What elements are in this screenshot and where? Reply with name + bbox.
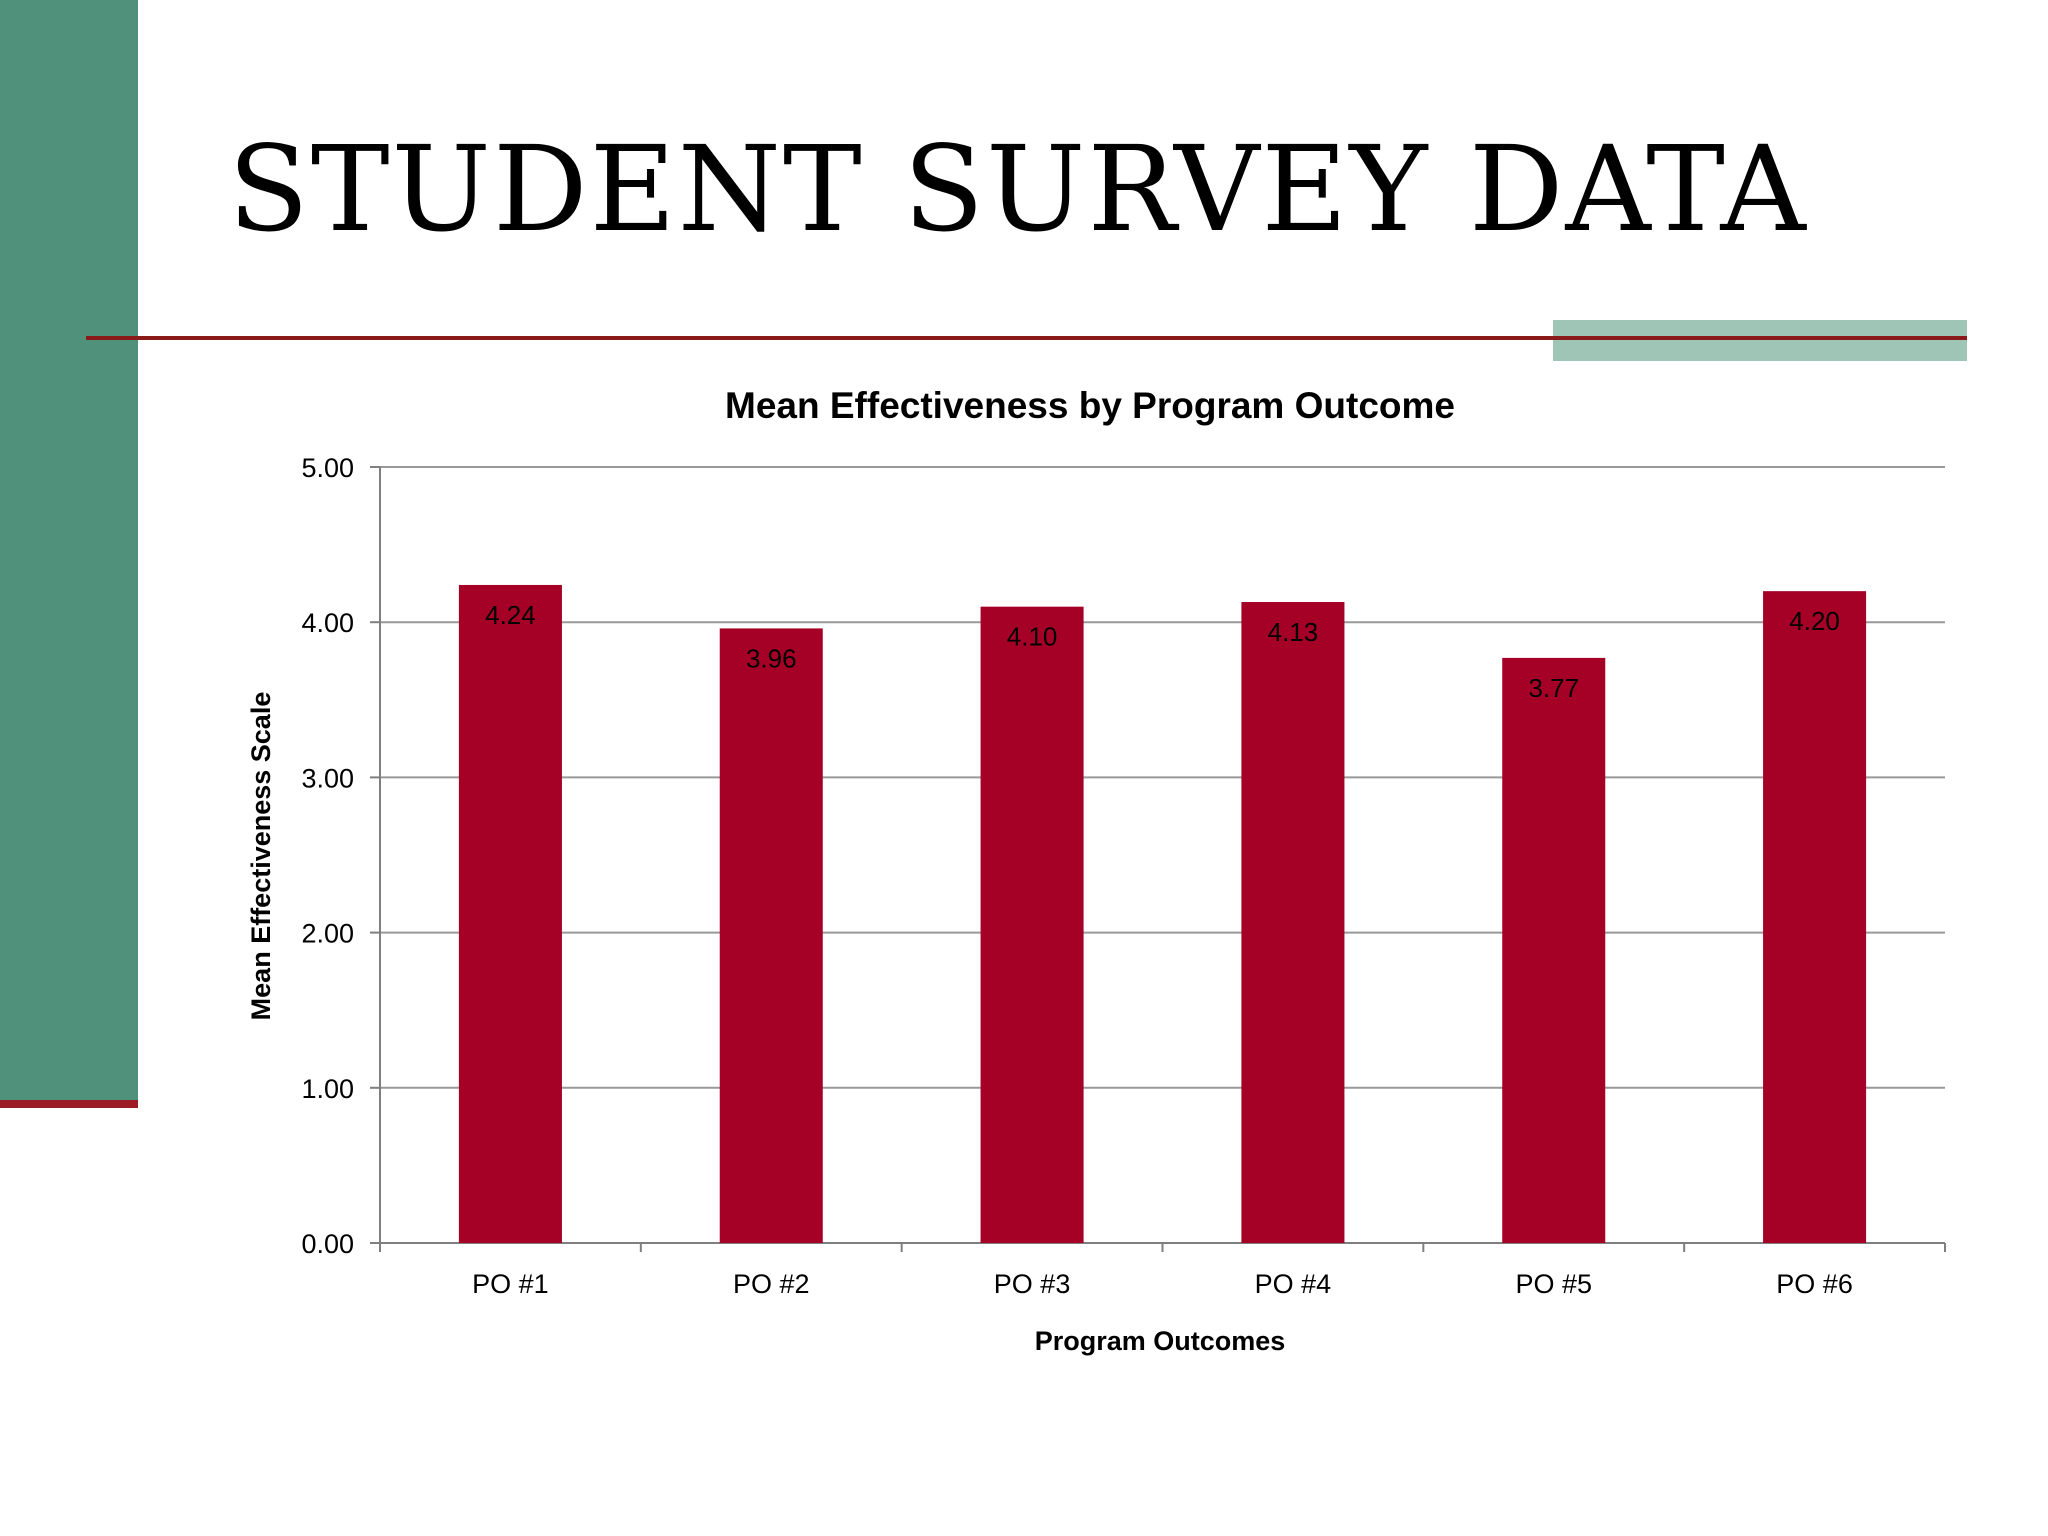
bar-1 [458, 584, 562, 1243]
grid-lines [380, 466, 1945, 1089]
title-rule-line [86, 336, 1967, 340]
y-tick-label: 0.00 [301, 1229, 354, 1259]
x-tick-label: PO #1 [472, 1269, 549, 1299]
x-tick-label: PO #4 [1255, 1269, 1332, 1299]
y-tick-label: 4.00 [301, 608, 354, 638]
y-tick-label: 3.00 [301, 763, 354, 793]
bar-5 [1502, 657, 1606, 1243]
bar-3 [980, 606, 1084, 1243]
data-label: 4.20 [1789, 606, 1840, 636]
x-tick-label: PO #2 [733, 1269, 810, 1299]
slide-title: STUDENT SURVEY DATA [228, 120, 1808, 258]
left-accent-bar [0, 0, 138, 1100]
left-accent-bar-foot [0, 1100, 138, 1108]
bar-4 [1241, 602, 1345, 1243]
y-tick-label: 1.00 [301, 1074, 354, 1104]
y-tick-label: 5.00 [301, 453, 354, 483]
x-tick-label: PO #5 [1515, 1269, 1592, 1299]
accent-block [1553, 320, 1967, 361]
data-label: 4.24 [485, 600, 536, 630]
data-label: 3.77 [1528, 673, 1579, 703]
bar-2 [719, 628, 823, 1243]
bars [458, 584, 1867, 1243]
y-axis-title: Mean Effectiveness Scale [246, 692, 276, 1021]
bar-6 [1763, 591, 1867, 1243]
x-tick-label: PO #6 [1776, 1269, 1853, 1299]
axes [370, 466, 1946, 1252]
y-tick-label: 2.00 [301, 919, 354, 949]
chart-title: Mean Effectiveness by Program Outcome [725, 385, 1455, 426]
x-tick-label: PO #3 [994, 1269, 1071, 1299]
data-label: 4.10 [1007, 622, 1058, 652]
x-axis-title: Program Outcomes [1035, 1326, 1286, 1356]
data-label: 4.13 [1268, 617, 1319, 647]
data-label: 3.96 [746, 643, 797, 673]
labels: 0.00 1.00 2.00 3.00 4.00 5.00 4.24 PO #1 3.96 PO … [301, 453, 1852, 1299]
